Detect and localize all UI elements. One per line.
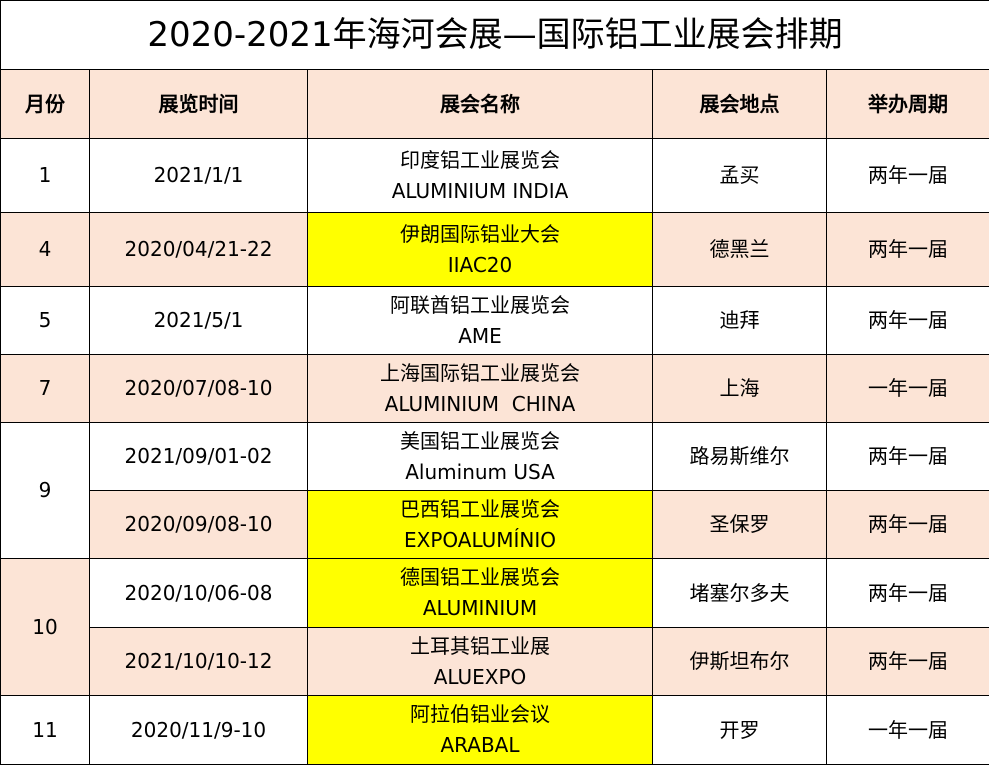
header-location: 展会地点 xyxy=(652,69,827,139)
cycle-cell: 一年一届 xyxy=(826,695,989,765)
name-english: ALUMINIUM CHINA xyxy=(384,391,576,416)
cycle-cell: 两年一届 xyxy=(826,422,989,491)
location-cell: 德黑兰 xyxy=(652,212,827,287)
month-cell: 10 xyxy=(0,558,90,696)
cycle-cell: 两年一届 xyxy=(826,138,989,213)
table-row: 9 2021/09/01-02 美国铝工业展览会 Aluminum USA 路易斯维尔两… xyxy=(0,422,989,559)
location-cell: 堵塞尔多夫 xyxy=(652,558,827,628)
cycle-cell: 一年一届 xyxy=(826,354,989,423)
name-chinese: 伊朗国际铝业大会 xyxy=(400,221,560,246)
name-cell: 上海国际铝工业展览会 ALUMINIUM CHINA xyxy=(307,354,653,423)
cycle-cell: 两年一届 xyxy=(826,627,989,696)
date-cell: 2021/5/1 xyxy=(89,286,308,355)
header-name: 展会名称 xyxy=(307,69,653,139)
month-cell: 11 xyxy=(0,695,90,765)
table-row: 7 2020/07/08-10 上海国际铝工业展览会 ALUMINIUM CHINA 上… xyxy=(0,354,989,423)
table-row: 10 2020/10/06-08 德国铝工业展览会 ALUMINIUM 堵塞尔多夫 两年一… xyxy=(0,558,989,696)
name-chinese: 印度铝工业展览会 xyxy=(400,147,560,172)
name-cell: 土耳其铝工业展 ALUEXPO xyxy=(307,627,653,696)
name-english: ARABAL xyxy=(440,733,520,757)
name-chinese: 阿联酋铝工业展览会 xyxy=(390,292,570,317)
table-row: 11 2020/11/9-10 阿拉伯铝业会议 ARABAL 开罗 一年一届 xyxy=(0,695,989,765)
header-month: 月份 xyxy=(0,69,90,139)
name-cell: 美国铝工业展览会 Aluminum USA xyxy=(307,422,653,491)
name-english: EXPOALUMÍNIO xyxy=(403,527,556,552)
table-title: 2020-2021年海河会展—国际铝工业展会排期 xyxy=(0,0,989,70)
date-cell: 2021/10/10-12 xyxy=(89,627,308,696)
month-cell: 1 xyxy=(0,138,90,213)
location-cell: 上海 xyxy=(652,354,827,423)
name-chinese: 土耳其铝工业展 xyxy=(410,633,550,658)
table-row: 1 2021/1/1 印度铝工业展览会 ALUMINIUM INDIA 孟买 两年一届 xyxy=(0,138,989,213)
location-cell: 伊斯坦布尔 xyxy=(652,627,827,696)
header-cycle: 举办周期 xyxy=(826,69,989,139)
table-row: 4 2020/04/21-22 伊朗国际铝业大会 IIAC20 德黑兰 两年一届 xyxy=(0,212,989,287)
table-row: 5 2021/5/1 阿联酋铝工业展览会 AME 迪拜 两年一届 xyxy=(0,286,989,355)
table-row: 2020/09/08-10 巴西铝工业展览会 EXPOALUMÍNIO 圣保罗 两年一届 xyxy=(1,490,989,559)
name-chinese: 美国铝工业展览会 xyxy=(400,428,560,453)
name-english: IIAC20 xyxy=(447,252,513,277)
name-english: ALUMINIUM xyxy=(422,596,538,620)
name-english: ALUMINIUM INDIA xyxy=(391,178,569,203)
name-chinese: 德国铝工业展览会 xyxy=(400,565,560,589)
exhibition-schedule-table: 2020-2021年海河会展—国际铝工业展会排期 月份 展览时间 展会名称 展会… xyxy=(0,0,989,765)
cycle-cell: 两年一届 xyxy=(826,286,989,355)
name-english: AME xyxy=(458,323,502,348)
name-cell: 德国铝工业展览会 ALUMINIUM xyxy=(307,558,653,628)
cycle-cell: 两年一届 xyxy=(826,490,989,559)
month-cell: 9 xyxy=(0,422,90,559)
month-cell: 5 xyxy=(0,286,90,355)
month-cell: 7 xyxy=(0,354,90,423)
name-cell: 阿联酋铝工业展览会 AME xyxy=(307,286,653,355)
name-cell: 阿拉伯铝业会议 ARABAL xyxy=(307,695,653,765)
location-cell: 开罗 xyxy=(652,695,827,765)
location-cell: 孟买 xyxy=(652,138,827,213)
name-chinese: 阿拉伯铝业会议 xyxy=(410,702,550,726)
date-cell: 2020/10/06-08 xyxy=(89,558,308,628)
date-cell: 2020/11/9-10 xyxy=(89,695,308,765)
name-english: ALUEXPO xyxy=(433,664,527,689)
table-row: 2021/10/10-12 土耳其铝工业展 ALUEXPO 伊斯坦布尔 两年一届 xyxy=(1,627,989,696)
date-cell: 2021/1/1 xyxy=(89,138,308,213)
name-chinese: 上海国际铝工业展览会 xyxy=(380,360,580,385)
date-cell: 2020/04/21-22 xyxy=(89,212,308,287)
name-cell: 巴西铝工业展览会 EXPOALUMÍNIO xyxy=(307,490,653,559)
name-cell: 印度铝工业展览会 ALUMINIUM INDIA xyxy=(307,138,653,213)
location-cell: 圣保罗 xyxy=(652,490,827,559)
date-cell: 2021/09/01-02 xyxy=(89,422,308,491)
date-cell: 2020/07/08-10 xyxy=(89,354,308,423)
header-date: 展览时间 xyxy=(89,69,308,139)
date-cell: 2020/09/08-10 xyxy=(89,490,308,559)
location-cell: 路易斯维尔 xyxy=(652,422,827,491)
cycle-cell: 两年一届 xyxy=(826,212,989,287)
name-cell: 伊朗国际铝业大会 IIAC20 xyxy=(307,212,653,287)
location-cell: 迪拜 xyxy=(652,286,827,355)
name-chinese: 巴西铝工业展览会 xyxy=(400,496,560,521)
month-cell: 4 xyxy=(0,212,90,287)
name-english: Aluminum USA xyxy=(405,459,555,484)
cycle-cell: 两年一届 xyxy=(826,558,989,628)
